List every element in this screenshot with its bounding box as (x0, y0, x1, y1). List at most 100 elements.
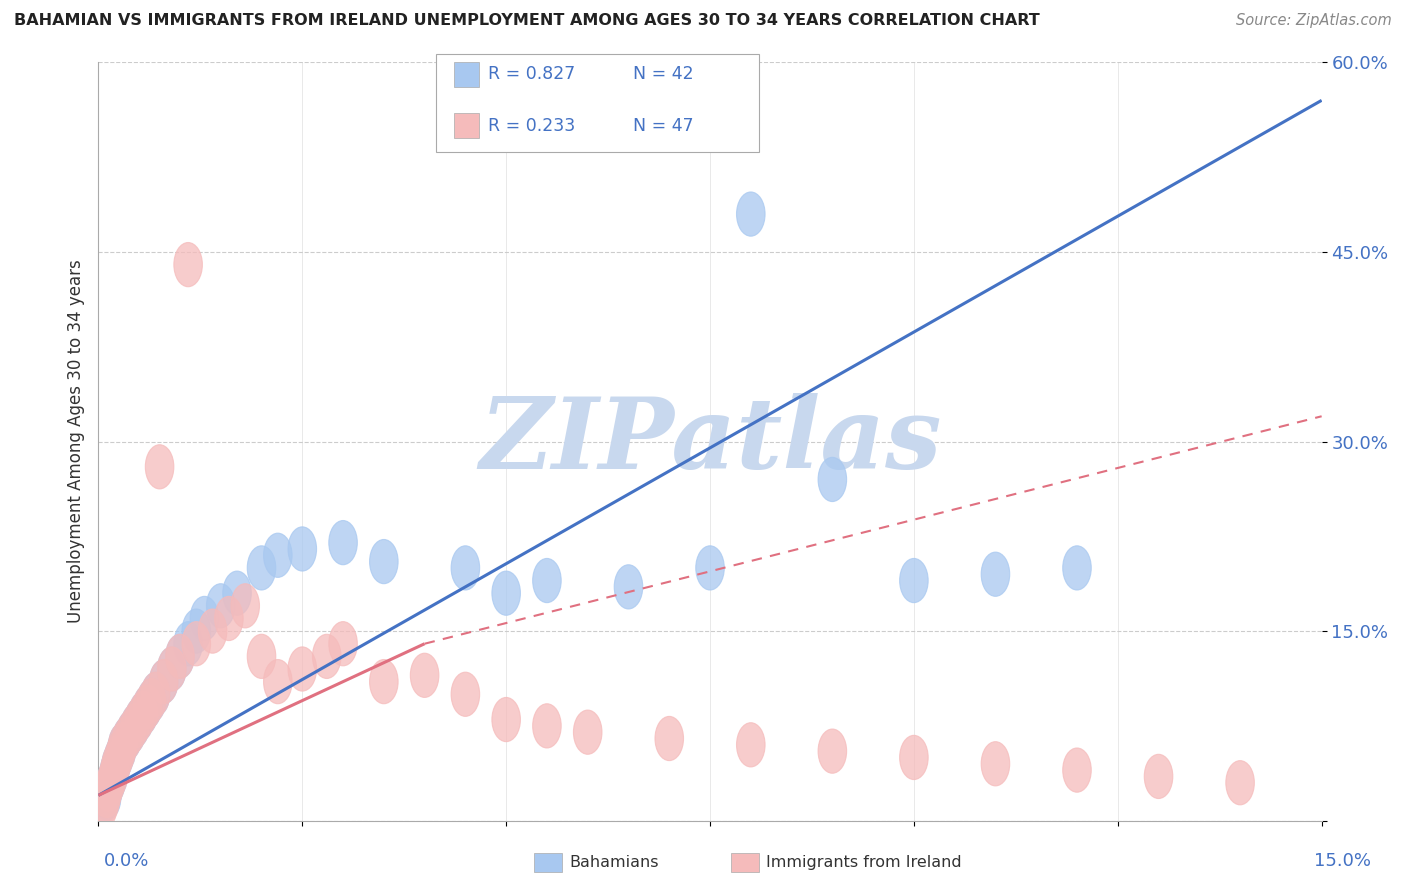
Ellipse shape (451, 546, 479, 590)
Ellipse shape (157, 647, 186, 691)
Ellipse shape (247, 546, 276, 590)
Ellipse shape (112, 716, 141, 761)
Ellipse shape (370, 540, 398, 583)
Ellipse shape (134, 685, 162, 729)
Ellipse shape (121, 704, 149, 748)
Ellipse shape (107, 729, 135, 773)
Ellipse shape (100, 748, 129, 792)
Ellipse shape (93, 773, 121, 817)
Ellipse shape (614, 565, 643, 609)
Ellipse shape (492, 571, 520, 615)
Ellipse shape (94, 767, 122, 811)
Ellipse shape (900, 558, 928, 603)
Ellipse shape (107, 729, 135, 773)
Ellipse shape (207, 583, 235, 628)
Ellipse shape (329, 622, 357, 665)
Ellipse shape (125, 698, 153, 741)
Ellipse shape (103, 741, 131, 786)
Ellipse shape (125, 698, 153, 741)
Ellipse shape (329, 521, 357, 565)
Ellipse shape (247, 634, 276, 679)
Ellipse shape (97, 761, 125, 805)
Ellipse shape (166, 634, 194, 679)
Text: 0.0%: 0.0% (104, 852, 149, 870)
Ellipse shape (149, 659, 179, 704)
Text: R = 0.233: R = 0.233 (488, 117, 575, 135)
Text: 15.0%: 15.0% (1315, 852, 1371, 870)
Ellipse shape (149, 659, 179, 704)
Ellipse shape (263, 659, 292, 704)
Ellipse shape (1226, 761, 1254, 805)
Ellipse shape (312, 634, 342, 679)
Ellipse shape (981, 741, 1010, 786)
Ellipse shape (97, 761, 125, 805)
Ellipse shape (104, 735, 134, 780)
Ellipse shape (174, 622, 202, 665)
Ellipse shape (157, 647, 186, 691)
Ellipse shape (117, 710, 145, 755)
Ellipse shape (138, 679, 166, 723)
Ellipse shape (174, 243, 202, 286)
Ellipse shape (981, 552, 1010, 597)
Ellipse shape (94, 767, 122, 811)
Ellipse shape (1144, 755, 1173, 798)
Ellipse shape (166, 634, 194, 679)
Ellipse shape (98, 755, 128, 798)
Ellipse shape (89, 786, 117, 830)
Text: BAHAMIAN VS IMMIGRANTS FROM IRELAND UNEMPLOYMENT AMONG AGES 30 TO 34 YEARS CORRE: BAHAMIAN VS IMMIGRANTS FROM IRELAND UNEM… (14, 13, 1040, 29)
Ellipse shape (263, 533, 292, 577)
Ellipse shape (737, 723, 765, 767)
Text: Source: ZipAtlas.com: Source: ZipAtlas.com (1236, 13, 1392, 29)
Ellipse shape (222, 571, 252, 615)
Ellipse shape (451, 673, 479, 716)
Ellipse shape (818, 729, 846, 773)
Ellipse shape (370, 659, 398, 704)
Ellipse shape (198, 609, 226, 653)
Ellipse shape (492, 698, 520, 741)
Ellipse shape (655, 716, 683, 761)
Ellipse shape (533, 558, 561, 603)
Ellipse shape (89, 780, 117, 824)
Ellipse shape (231, 583, 260, 628)
Text: N = 47: N = 47 (633, 117, 693, 135)
Ellipse shape (112, 716, 141, 761)
Ellipse shape (141, 673, 170, 716)
Ellipse shape (108, 723, 138, 767)
Text: Bahamians: Bahamians (569, 855, 659, 870)
Text: ZIPatlas: ZIPatlas (479, 393, 941, 490)
Ellipse shape (737, 192, 765, 236)
Ellipse shape (900, 735, 928, 780)
Ellipse shape (818, 458, 846, 501)
Ellipse shape (121, 704, 149, 748)
Ellipse shape (141, 673, 170, 716)
Ellipse shape (145, 445, 174, 489)
Ellipse shape (138, 679, 166, 723)
Ellipse shape (574, 710, 602, 755)
Ellipse shape (117, 710, 145, 755)
Ellipse shape (533, 704, 561, 748)
Ellipse shape (134, 685, 162, 729)
Ellipse shape (1063, 748, 1091, 792)
Ellipse shape (98, 755, 128, 798)
Ellipse shape (181, 622, 211, 665)
Ellipse shape (90, 773, 120, 817)
Ellipse shape (411, 653, 439, 698)
Ellipse shape (129, 691, 157, 735)
Ellipse shape (108, 723, 138, 767)
Ellipse shape (129, 691, 157, 735)
Ellipse shape (288, 647, 316, 691)
Ellipse shape (93, 776, 121, 820)
Ellipse shape (90, 780, 120, 824)
Text: R = 0.827: R = 0.827 (488, 65, 575, 83)
Text: N = 42: N = 42 (633, 65, 693, 83)
Ellipse shape (181, 609, 211, 653)
Ellipse shape (288, 527, 316, 571)
Ellipse shape (104, 735, 134, 780)
Ellipse shape (100, 748, 129, 792)
Ellipse shape (215, 597, 243, 640)
Ellipse shape (190, 597, 219, 640)
Ellipse shape (1063, 546, 1091, 590)
Text: Immigrants from Ireland: Immigrants from Ireland (766, 855, 962, 870)
Y-axis label: Unemployment Among Ages 30 to 34 years: Unemployment Among Ages 30 to 34 years (66, 260, 84, 624)
Ellipse shape (696, 546, 724, 590)
